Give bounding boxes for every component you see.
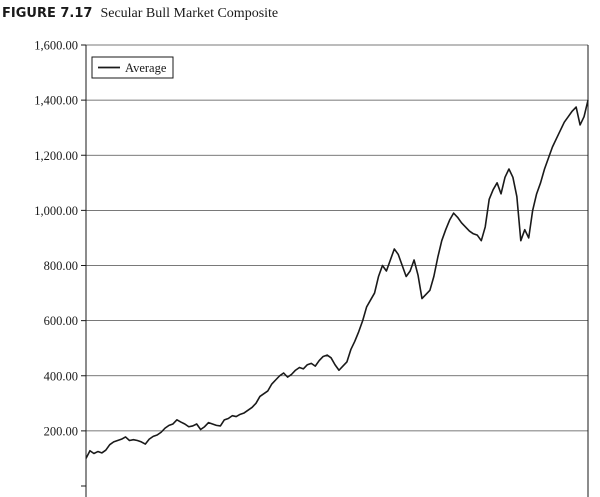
y-tick-labels: 200.00 400.00 600.00 800.00 1,000.00 1,200.00…: [34, 39, 78, 439]
y-tick-label: 600.00: [44, 314, 78, 328]
y-tick-label: 800.00: [44, 259, 78, 273]
y-tick-label: 1,600.00: [34, 39, 78, 53]
figure-title: FIGURE 7.17 Secular Bull Market Composite: [2, 4, 278, 22]
legend: Average: [91, 56, 174, 79]
axes: [81, 44, 589, 497]
y-tick-label: 1,200.00: [34, 149, 78, 163]
gridlines: [86, 44, 588, 432]
y-tick-label: 400.00: [44, 369, 78, 383]
figure-caption: Secular Bull Market Composite: [100, 6, 279, 21]
y-tick-label: 1,400.00: [34, 94, 78, 108]
series-lines: [85, 99, 589, 459]
legend-box: [91, 56, 174, 79]
series-line-average: [85, 99, 589, 459]
legend-label: Average: [125, 61, 167, 75]
figure-number: FIGURE 7.17: [2, 6, 93, 21]
y-tick-label: 1,000.00: [34, 204, 78, 218]
y-tick-label: 200.00: [44, 424, 78, 438]
